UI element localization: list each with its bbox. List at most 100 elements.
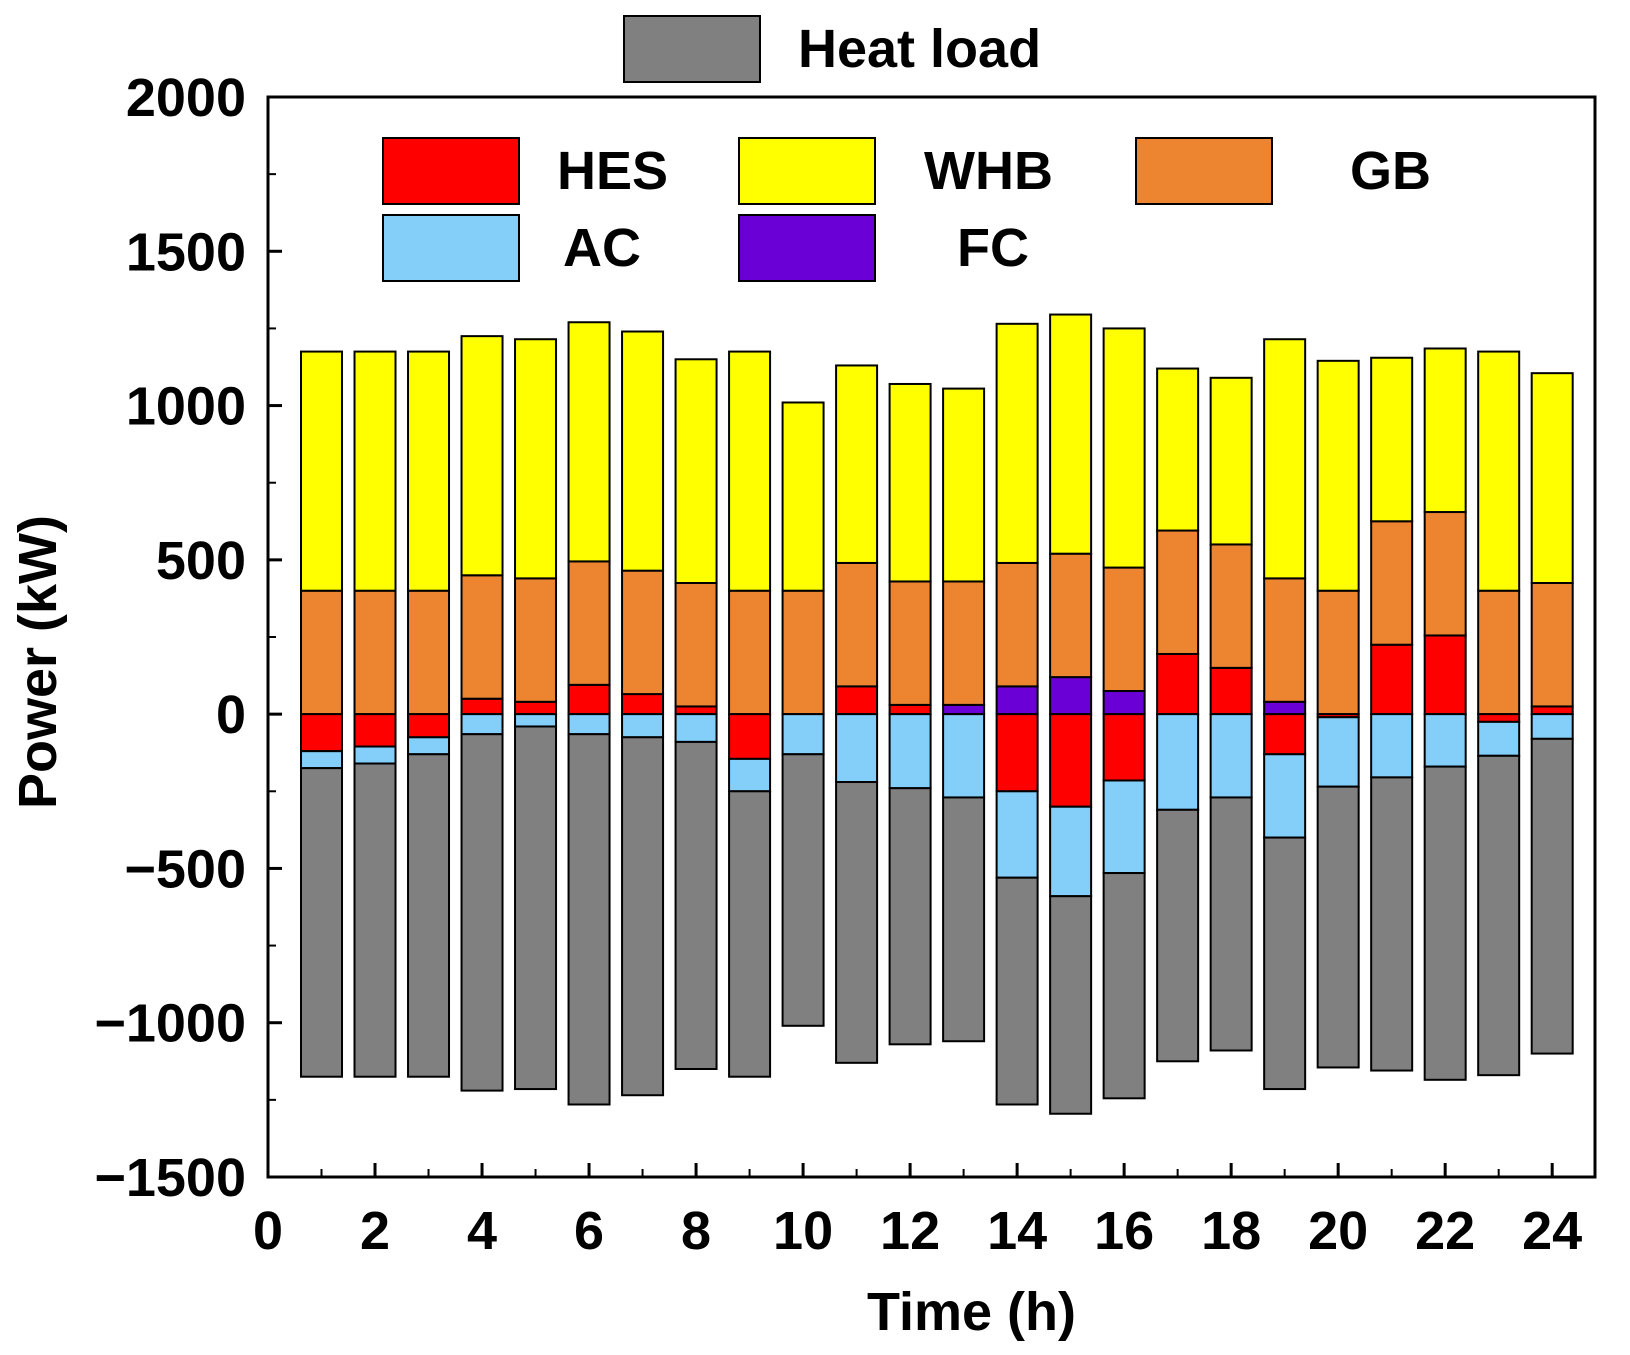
bar-ac-h16 xyxy=(1102,779,1146,875)
bar-gb-h3 xyxy=(407,589,451,716)
bar-ac-h1 xyxy=(300,750,344,770)
bar-whb-h24 xyxy=(1530,372,1574,584)
bar-heat-load-h23 xyxy=(1477,754,1521,1077)
bar-hes-h21 xyxy=(1370,643,1414,716)
bar-hes-h4 xyxy=(460,697,504,716)
legend-label-heat-load: Heat load xyxy=(798,19,1041,79)
bar-heat-load-h4 xyxy=(460,733,504,1092)
x-tick-label: 20 xyxy=(1308,1201,1368,1261)
bars-layer xyxy=(300,313,1574,1115)
bar-heat-load-h18 xyxy=(1209,796,1253,1052)
bar-gb-h23 xyxy=(1477,589,1521,716)
bar-whb-h14 xyxy=(995,322,1039,564)
bar-whb-h17 xyxy=(1156,367,1200,532)
bar-ac-h5 xyxy=(514,713,558,728)
bar-hes-h8 xyxy=(674,705,718,716)
bar-heat-load-h7 xyxy=(621,736,665,1097)
bar-hes-h17 xyxy=(1156,652,1200,716)
bar-whb-h3 xyxy=(407,350,451,592)
bar-whb-h8 xyxy=(674,358,718,584)
x-tick-label: 2 xyxy=(360,1201,390,1261)
y-tick-label: −1500 xyxy=(94,1148,246,1208)
bar-whb-h10 xyxy=(781,401,825,592)
x-tick-label: 12 xyxy=(880,1201,940,1261)
x-axis-label: Time (h) xyxy=(867,1282,1076,1342)
bar-hes-h23 xyxy=(1477,713,1521,723)
bar-gb-h6 xyxy=(567,560,611,686)
bar-ac-h8 xyxy=(674,713,718,743)
bar-ac-h18 xyxy=(1209,713,1253,799)
bar-whb-h20 xyxy=(1316,359,1360,592)
bar-whb-h23 xyxy=(1477,350,1521,592)
bar-gb-h1 xyxy=(300,589,344,716)
x-tick-label: 18 xyxy=(1201,1201,1261,1261)
bar-hes-h16 xyxy=(1102,713,1146,782)
bar-heat-load-h3 xyxy=(407,753,451,1078)
x-tick-label: 24 xyxy=(1522,1201,1582,1261)
bar-heat-load-h6 xyxy=(567,733,611,1106)
bar-ac-h13 xyxy=(942,713,986,799)
bar-gb-h20 xyxy=(1316,589,1360,716)
bar-ac-h12 xyxy=(888,713,932,790)
bar-gb-h22 xyxy=(1423,511,1467,637)
x-tick-label: 22 xyxy=(1415,1201,1475,1261)
y-axis-label: Power (kW) xyxy=(8,515,68,809)
bar-gb-h2 xyxy=(353,589,397,716)
x-tick-label: 6 xyxy=(574,1201,604,1261)
bar-whb-h6 xyxy=(567,321,611,563)
legend-swatch-hes xyxy=(382,137,520,205)
bar-ac-h19 xyxy=(1263,753,1307,839)
bar-ac-h10 xyxy=(781,713,825,756)
bar-fc-h19 xyxy=(1263,700,1307,716)
bar-heat-load-h11 xyxy=(835,781,879,1064)
bar-hes-h22 xyxy=(1423,634,1467,716)
bar-hes-h15 xyxy=(1049,713,1093,808)
x-tick-label: 4 xyxy=(467,1201,497,1261)
bar-hes-h6 xyxy=(567,683,611,716)
legend-label-fc: FC xyxy=(957,218,1029,278)
bar-gb-h9 xyxy=(728,589,772,716)
y-tick-label: −500 xyxy=(124,839,246,899)
bar-heat-load-h15 xyxy=(1049,895,1093,1115)
bar-ac-h14 xyxy=(995,790,1039,879)
bar-gb-h8 xyxy=(674,582,718,708)
x-tick-label: 0 xyxy=(253,1201,283,1261)
bar-hes-h7 xyxy=(621,693,665,716)
bar-hes-h11 xyxy=(835,685,879,716)
legend: Heat load HES WHB GB AC FC xyxy=(382,15,1431,282)
bar-heat-load-h13 xyxy=(942,796,986,1043)
bar-hes-h3 xyxy=(407,713,451,739)
bar-heat-load-h8 xyxy=(674,740,718,1071)
bar-hes-h19 xyxy=(1263,713,1307,756)
bar-hes-h24 xyxy=(1530,705,1574,716)
bar-gb-h10 xyxy=(781,589,825,716)
bar-heat-load-h9 xyxy=(728,790,772,1078)
x-tick-label: 16 xyxy=(1094,1201,1154,1261)
bar-gb-h16 xyxy=(1102,566,1146,692)
bar-whb-h15 xyxy=(1049,313,1093,555)
bar-ac-h9 xyxy=(728,757,772,793)
bar-hes-h14 xyxy=(995,713,1039,793)
bar-whb-h22 xyxy=(1423,347,1467,514)
bar-whb-h18 xyxy=(1209,376,1253,546)
bar-heat-load-h16 xyxy=(1102,872,1146,1100)
bar-ac-h2 xyxy=(353,745,397,765)
x-tick-label: 14 xyxy=(987,1201,1047,1261)
bar-ac-h6 xyxy=(567,713,611,736)
bar-heat-load-h5 xyxy=(514,725,558,1091)
bar-whb-h21 xyxy=(1370,356,1414,523)
bar-gb-h4 xyxy=(460,574,504,700)
bar-heat-load-h19 xyxy=(1263,836,1307,1091)
bar-heat-load-h2 xyxy=(353,762,397,1078)
bar-gb-h7 xyxy=(621,569,665,696)
bar-fc-h15 xyxy=(1049,676,1093,716)
bar-whb-h11 xyxy=(835,364,879,564)
y-tick-label: −1000 xyxy=(94,994,246,1054)
bar-gb-h5 xyxy=(514,577,558,703)
bar-whb-h1 xyxy=(300,350,344,592)
legend-swatch-ac xyxy=(382,214,520,282)
bar-ac-h20 xyxy=(1316,716,1360,788)
bar-whb-h5 xyxy=(514,338,558,580)
